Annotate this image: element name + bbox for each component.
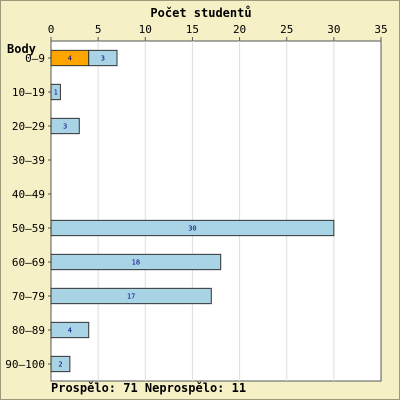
x-tick-label: 25 xyxy=(280,23,293,36)
data-label: 2 xyxy=(58,361,62,369)
data-label: 3 xyxy=(101,55,105,63)
summary-footer: Prospělo: 71 Neprospělo: 11 xyxy=(51,381,246,395)
x-tick-label: 15 xyxy=(186,23,199,36)
data-label: 17 xyxy=(127,293,135,301)
plot-area: 0 5 10 15 20 25 30 35 0–9 4 3 10–19 1 20–29 3 30–39 40–4… xyxy=(5,23,387,381)
data-label: 1 xyxy=(54,89,58,97)
x-tick-label: 10 xyxy=(139,23,152,36)
plot-background xyxy=(51,41,381,381)
x-tick-label: 5 xyxy=(95,23,102,36)
x-tick-label: 35 xyxy=(374,23,387,36)
category-label: 20–29 xyxy=(12,120,45,133)
x-tick-label: 0 xyxy=(48,23,55,36)
category-label: 80–89 xyxy=(12,324,45,337)
data-label: 4 xyxy=(68,327,72,335)
category-label: 40–49 xyxy=(12,188,45,201)
data-label: 18 xyxy=(132,259,140,267)
category-label: 0–9 xyxy=(25,52,45,65)
data-label: 4 xyxy=(68,55,72,63)
data-label: 30 xyxy=(188,225,196,233)
category-label: 60–69 xyxy=(12,256,45,269)
x-tick-label: 20 xyxy=(233,23,246,36)
category-label: 30–39 xyxy=(12,154,45,167)
category-label: 70–79 xyxy=(12,290,45,303)
chart-title: Počet studentů xyxy=(150,6,251,20)
data-label: 3 xyxy=(63,123,67,131)
category-label: 90–100 xyxy=(5,358,45,371)
category-label: 10–19 xyxy=(12,86,45,99)
x-tick-label: 30 xyxy=(327,23,340,36)
category-label: 50–59 xyxy=(12,222,45,235)
